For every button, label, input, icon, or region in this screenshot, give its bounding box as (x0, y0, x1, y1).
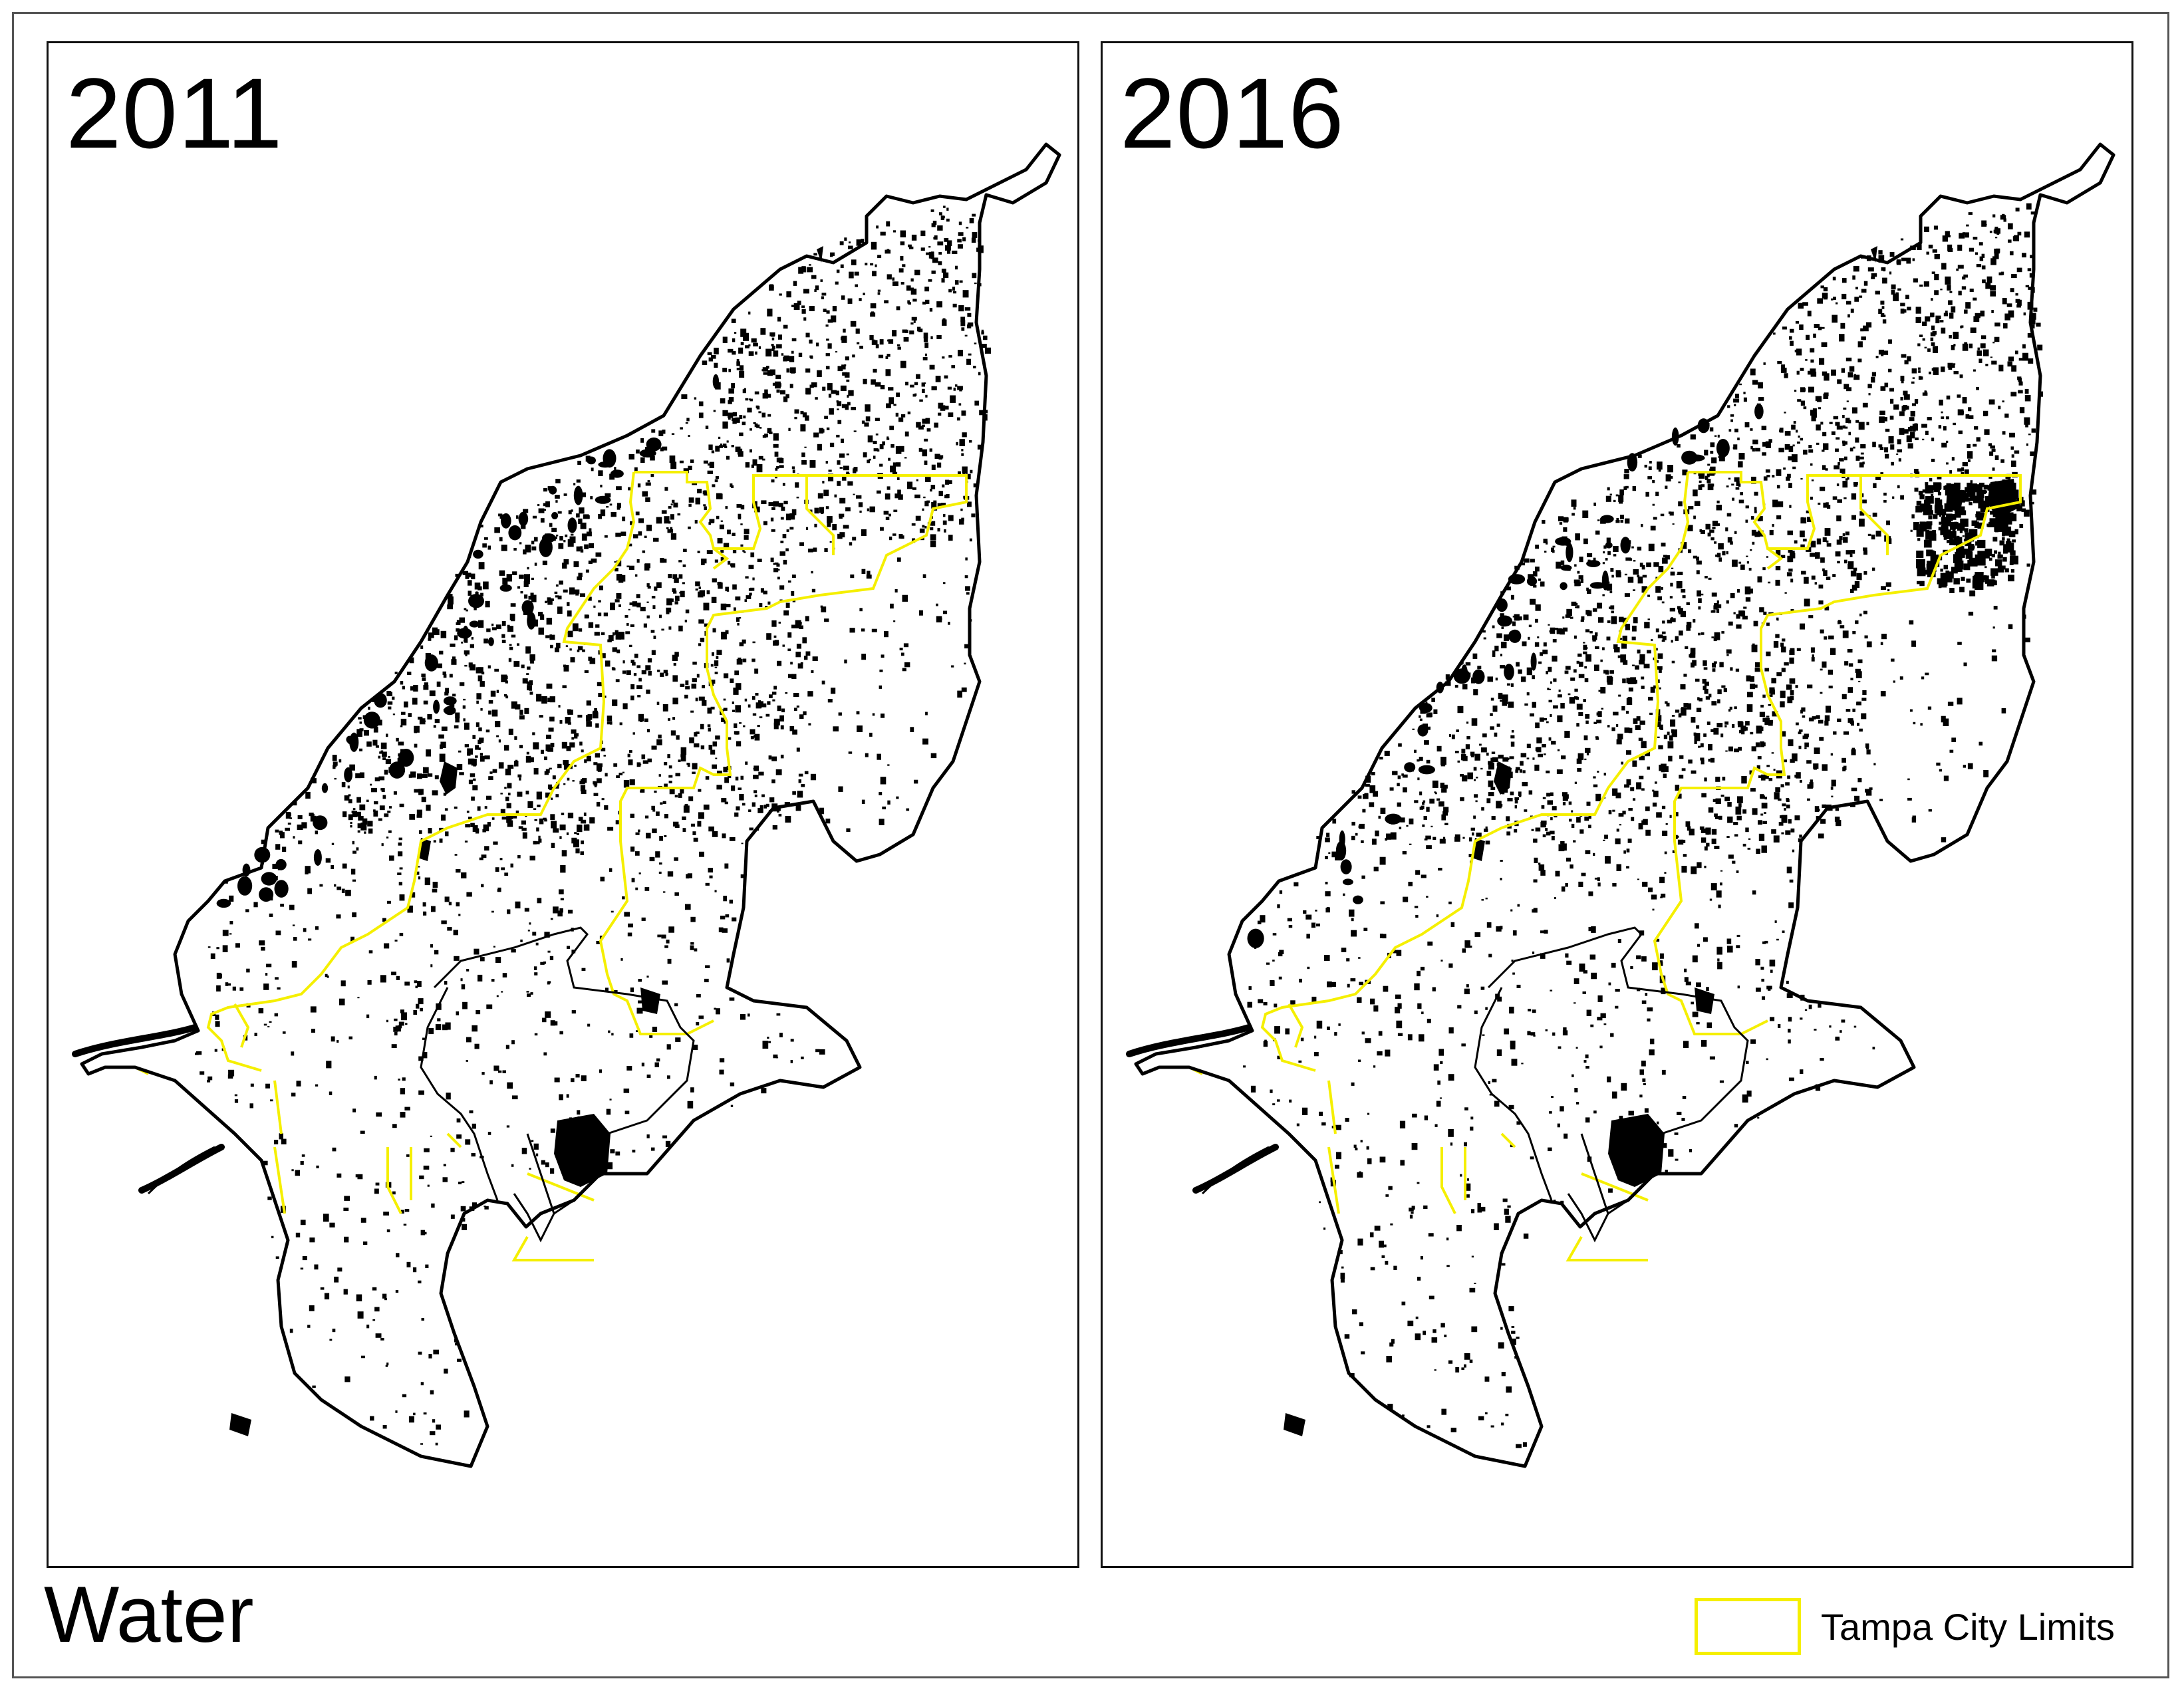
figure-caption: Water (44, 1570, 254, 1659)
water-body (1695, 987, 1714, 1014)
tampa-city-limits (134, 471, 968, 1261)
water-body (440, 761, 458, 795)
panel-year-label: 2011 (66, 57, 283, 169)
water-body (554, 1114, 611, 1187)
water-body (640, 987, 660, 1014)
water-body (229, 1413, 251, 1436)
water-body (1608, 1114, 1665, 1187)
legend-city-limits-swatch (1695, 1598, 1801, 1655)
tampa-city-limits (1188, 471, 2022, 1261)
water-body (1494, 761, 1512, 795)
map-panel-2016: 2016 (1101, 41, 2133, 1568)
figure-frame (12, 12, 2169, 1678)
county-boundary (80, 142, 1061, 1468)
map-panel-2011: 2011 (47, 41, 1079, 1568)
legend: Tampa City Limits (1695, 1596, 2115, 1657)
water-body (1284, 1413, 1305, 1436)
county-land (82, 144, 1059, 1466)
legend-city-limits-label: Tampa City Limits (1821, 1605, 2115, 1648)
water-features (195, 205, 991, 1446)
map-2016 (1126, 142, 2116, 1468)
water-features (1243, 203, 2043, 1448)
county-boundary (1134, 142, 2116, 1468)
map-2011 (72, 142, 1061, 1468)
panel-year-label: 2016 (1120, 57, 1345, 169)
